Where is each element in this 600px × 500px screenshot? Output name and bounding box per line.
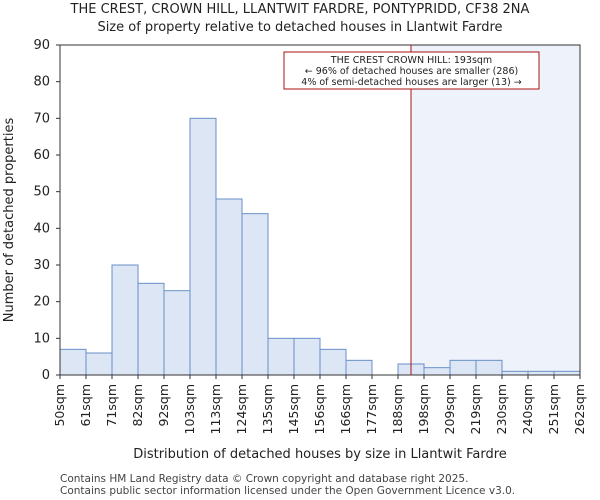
y-tick-label: 30 [33, 258, 50, 273]
x-tick-label: 82sqm [130, 384, 145, 427]
histogram-bar [215, 198, 243, 376]
histogram-bar [553, 370, 581, 376]
annotation-line: ← 96% of detached houses are smaller (28… [305, 66, 518, 77]
x-tick-label: 124sqm [234, 384, 249, 434]
x-tick-label: 166sqm [338, 384, 353, 434]
highlight-region [411, 45, 580, 375]
x-tick-label: 92sqm [156, 384, 171, 427]
y-tick-label: 80 [33, 75, 50, 90]
histogram-bar [163, 290, 191, 376]
x-tick-label: 230sqm [494, 384, 509, 434]
histogram-bar [501, 370, 529, 376]
x-tick-label: 103sqm [182, 384, 197, 434]
x-tick-label: 209sqm [442, 384, 457, 434]
x-axis-label: Distribution of detached houses by size … [133, 447, 507, 462]
y-tick-label: 0 [42, 368, 50, 383]
x-tick-label: 198sqm [416, 384, 431, 434]
histogram-bar [241, 213, 269, 376]
histogram-bar [189, 117, 217, 376]
x-tick-label: 240sqm [520, 384, 535, 434]
x-tick-label: 145sqm [286, 384, 301, 434]
x-tick-label: 188sqm [390, 384, 405, 434]
histogram-bar [85, 352, 113, 376]
x-tick-label: 177sqm [364, 384, 379, 434]
x-tick-label: 251sqm [546, 384, 561, 434]
y-axis-label: Number of detached properties [2, 118, 17, 323]
footer-licence: Contains public sector information licen… [60, 485, 516, 497]
chart-subtitle: Size of property relative to detached ho… [97, 20, 503, 35]
histogram-bar [319, 348, 347, 376]
x-tick-label: 61sqm [78, 384, 93, 427]
annotation-line: 4% of semi-detached houses are larger (1… [301, 77, 521, 88]
histogram-bar [423, 367, 451, 376]
x-tick-label: 50sqm [52, 384, 67, 427]
histogram-bar [345, 359, 373, 376]
y-tick-label: 10 [33, 331, 50, 346]
y-tick-label: 50 [33, 185, 50, 200]
x-tick-label: 262sqm [572, 384, 587, 434]
x-tick-label: 219sqm [468, 384, 483, 434]
x-tick-label: 156sqm [312, 384, 327, 434]
histogram-chart: 0 10 20 30 40 50 60 70 80 90 50sqm 61sqm 71sqm 82sqm 9… [2, 38, 587, 462]
annotation-box [283, 51, 540, 90]
histogram-bar [137, 282, 165, 376]
y-tick-label: 40 [33, 221, 50, 236]
histogram-bar [111, 264, 139, 376]
chart-title: THE CREST, CROWN HILL, LLANTWIT FARDRE, … [70, 2, 530, 17]
annotation-line: THE CREST CROWN HILL: 193sqm [330, 55, 492, 66]
x-tick-label: 135sqm [260, 384, 275, 434]
y-tick-label: 90 [33, 38, 50, 53]
x-tick-label: 113sqm [208, 384, 223, 434]
histogram-bar [449, 359, 477, 376]
y-tick-label: 60 [33, 148, 50, 163]
y-tick-label: 20 [33, 295, 50, 310]
histogram-bar [527, 370, 555, 376]
histogram-bar [59, 348, 87, 376]
histogram-bar [293, 337, 321, 376]
y-tick-label: 70 [33, 111, 50, 126]
histogram-bar [475, 359, 503, 376]
histogram-bar [267, 337, 295, 376]
x-tick-label: 71sqm [104, 384, 119, 427]
footer-copyright: Contains HM Land Registry data © Crown c… [60, 473, 469, 485]
